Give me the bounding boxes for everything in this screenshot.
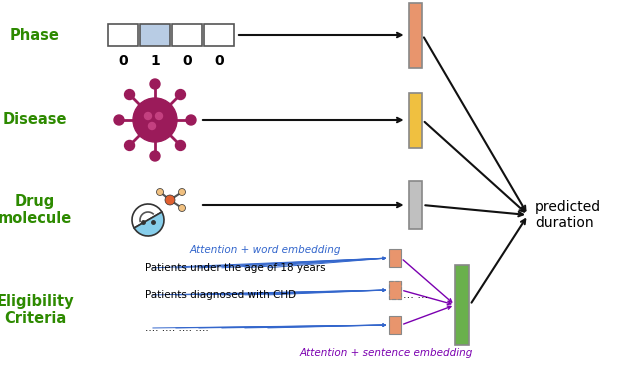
Text: 0: 0 bbox=[118, 54, 128, 68]
Text: Eligibility
Criteria: Eligibility Criteria bbox=[0, 294, 74, 326]
Circle shape bbox=[157, 189, 163, 196]
Text: 0: 0 bbox=[214, 54, 224, 68]
Text: 0: 0 bbox=[182, 54, 192, 68]
Text: Phase: Phase bbox=[10, 28, 60, 42]
Text: Patients under the age of 18 years: Patients under the age of 18 years bbox=[145, 263, 326, 273]
Circle shape bbox=[186, 115, 196, 125]
Bar bbox=[140, 24, 170, 46]
Text: 1: 1 bbox=[150, 54, 160, 68]
Circle shape bbox=[125, 141, 134, 150]
Bar bbox=[389, 281, 401, 299]
Text: .... .... .... ....: .... .... .... .... bbox=[145, 323, 209, 333]
Circle shape bbox=[148, 122, 156, 129]
Text: Patients diagnosed with CHD: Patients diagnosed with CHD bbox=[145, 290, 296, 300]
Circle shape bbox=[125, 90, 134, 100]
Bar bbox=[408, 181, 422, 229]
Text: predicted
duration: predicted duration bbox=[535, 200, 601, 230]
Text: Attention + sentence embedding: Attention + sentence embedding bbox=[300, 348, 474, 358]
Circle shape bbox=[145, 112, 152, 119]
Circle shape bbox=[156, 112, 163, 119]
Bar bbox=[389, 281, 401, 299]
Circle shape bbox=[150, 79, 160, 89]
Bar bbox=[408, 3, 422, 67]
Circle shape bbox=[179, 189, 186, 196]
Wedge shape bbox=[134, 212, 164, 236]
Wedge shape bbox=[132, 204, 162, 228]
Bar bbox=[389, 249, 401, 267]
Bar bbox=[389, 316, 401, 334]
Circle shape bbox=[114, 115, 124, 125]
Circle shape bbox=[165, 195, 175, 205]
Bar bbox=[204, 24, 234, 46]
Bar bbox=[172, 24, 202, 46]
Bar bbox=[408, 93, 422, 148]
Text: ... ...: ... ... bbox=[403, 290, 428, 300]
Circle shape bbox=[175, 90, 186, 100]
Text: Attention + word embedding: Attention + word embedding bbox=[190, 245, 342, 255]
Text: Drug
molecule: Drug molecule bbox=[0, 194, 72, 226]
Bar bbox=[108, 24, 138, 46]
Circle shape bbox=[133, 98, 177, 142]
Circle shape bbox=[175, 141, 186, 150]
Circle shape bbox=[150, 151, 160, 161]
Bar bbox=[455, 265, 469, 345]
Text: Disease: Disease bbox=[3, 112, 67, 128]
Circle shape bbox=[179, 205, 186, 212]
